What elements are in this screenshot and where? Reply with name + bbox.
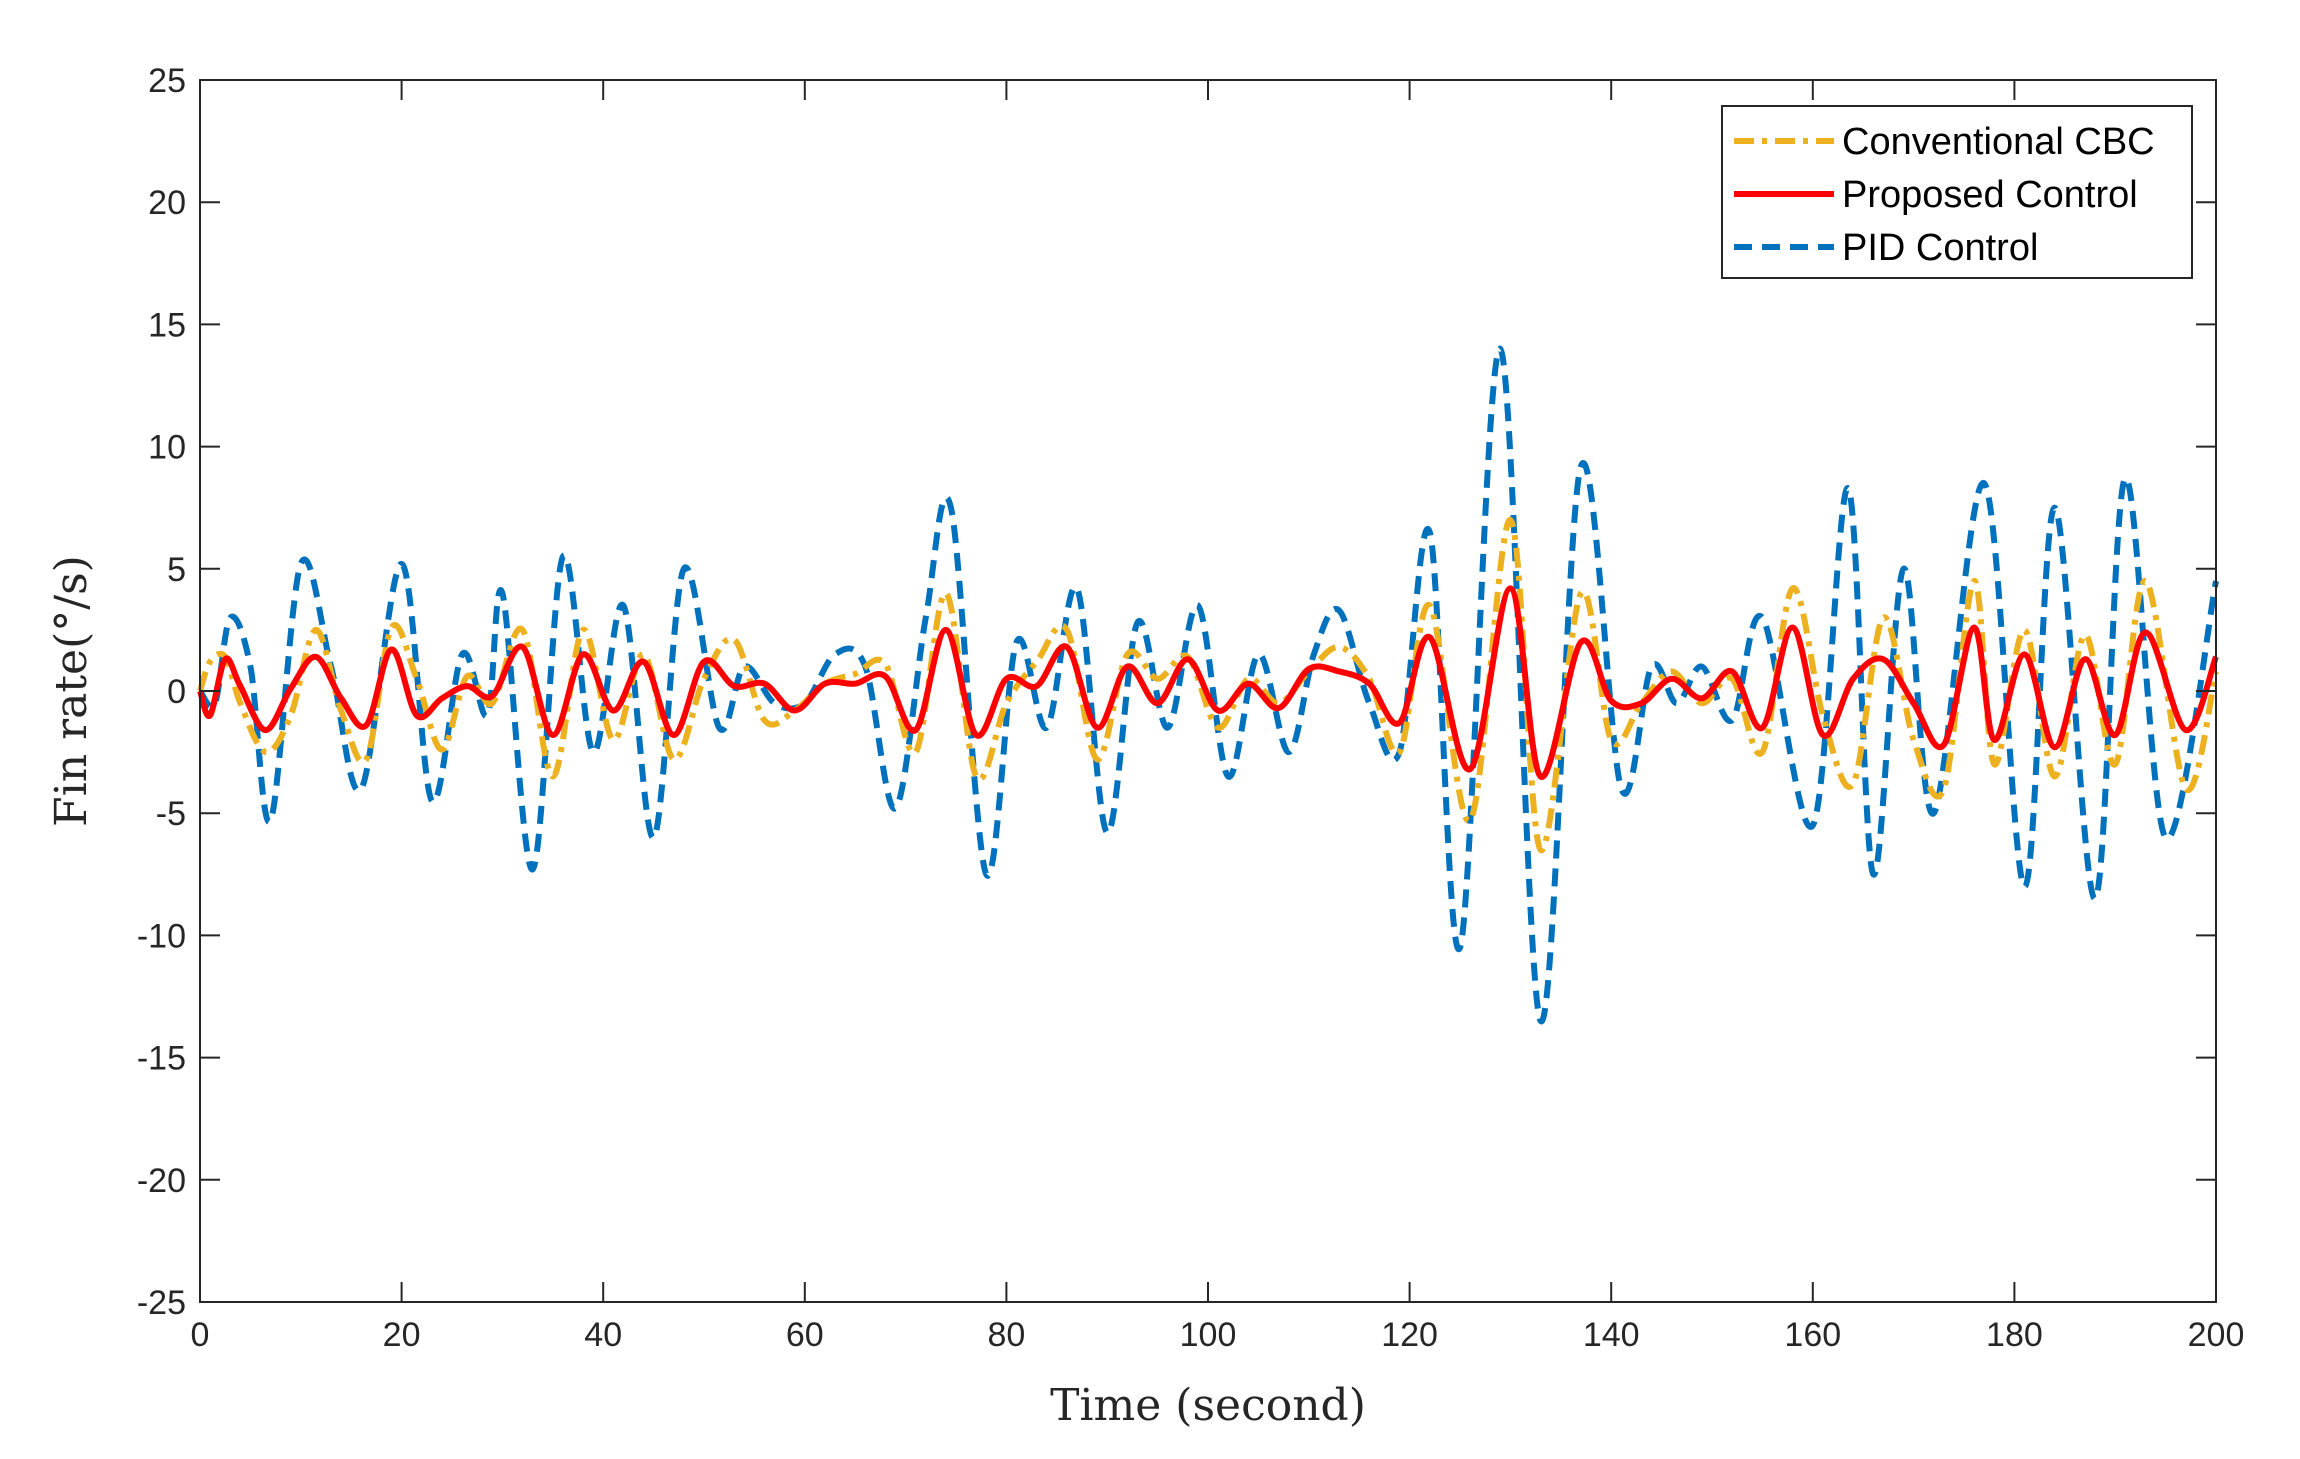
x-axis-title: Time (second)	[1050, 1380, 1366, 1431]
y-tick-label: 10	[148, 429, 186, 467]
y-tick-label: 15	[148, 306, 186, 344]
series-line-pid-control	[197, 345, 2219, 1024]
y-tick-label: 5	[167, 551, 186, 589]
y-tick-label: -15	[137, 1040, 186, 1078]
x-tick-label: 100	[1180, 1316, 1237, 1354]
legend-label-proposed-control: Proposed Control	[1842, 174, 2138, 216]
x-tick-label: 60	[786, 1316, 824, 1354]
legend-label-conventional-cbc: Conventional CBC	[1842, 121, 2155, 163]
legend: Conventional CBC Proposed Control PID Co…	[1721, 105, 2193, 279]
y-tick-label: -10	[137, 917, 186, 955]
y-tick-label: 20	[148, 184, 186, 222]
ticks-layer: 0 20 40 60 80 100 120 140 160 180 200-25-20-15-10-…	[137, 62, 2245, 1354]
series-line-proposed-control	[197, 585, 2219, 780]
y-tick-label: -5	[156, 795, 186, 833]
x-tick-label: 180	[1986, 1316, 2043, 1354]
y-tick-label: 0	[167, 673, 186, 711]
series-layer	[197, 345, 2219, 1024]
y-tick-label: 25	[148, 62, 186, 100]
x-tick-label: 0	[191, 1316, 210, 1354]
x-tick-label: 140	[1583, 1316, 1640, 1354]
x-tick-label: 160	[1784, 1316, 1841, 1354]
x-tick-label: 120	[1381, 1316, 1438, 1354]
y-axis-title: Fin rate(°/s)	[46, 555, 97, 827]
x-tick-label: 40	[584, 1316, 622, 1354]
y-tick-label: -20	[137, 1162, 186, 1200]
x-tick-label: 80	[987, 1316, 1025, 1354]
x-tick-label: 20	[383, 1316, 421, 1354]
x-tick-label: 200	[2188, 1316, 2245, 1354]
y-tick-label: -25	[137, 1284, 186, 1322]
legend-label-pid-control: PID Control	[1842, 227, 2038, 269]
